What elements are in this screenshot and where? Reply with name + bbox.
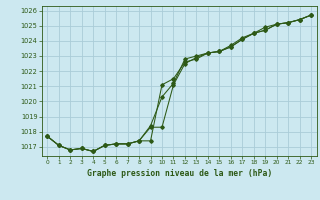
X-axis label: Graphe pression niveau de la mer (hPa): Graphe pression niveau de la mer (hPa): [87, 169, 272, 178]
